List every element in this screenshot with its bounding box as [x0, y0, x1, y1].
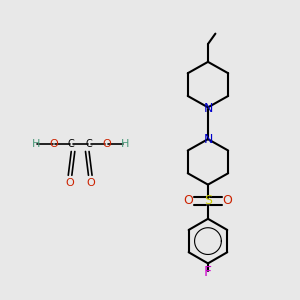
Text: O: O	[222, 194, 232, 208]
Text: N: N	[203, 102, 213, 115]
Text: N: N	[203, 133, 213, 146]
Text: H: H	[32, 139, 40, 149]
Text: O: O	[103, 139, 111, 149]
Text: S: S	[204, 194, 212, 208]
Text: O: O	[65, 178, 74, 188]
Text: O: O	[49, 139, 58, 149]
Text: F: F	[204, 265, 212, 279]
Text: O: O	[184, 194, 194, 208]
Text: H: H	[121, 139, 129, 149]
Text: O: O	[86, 178, 95, 188]
Text: C: C	[86, 139, 92, 149]
Text: C: C	[68, 139, 75, 149]
